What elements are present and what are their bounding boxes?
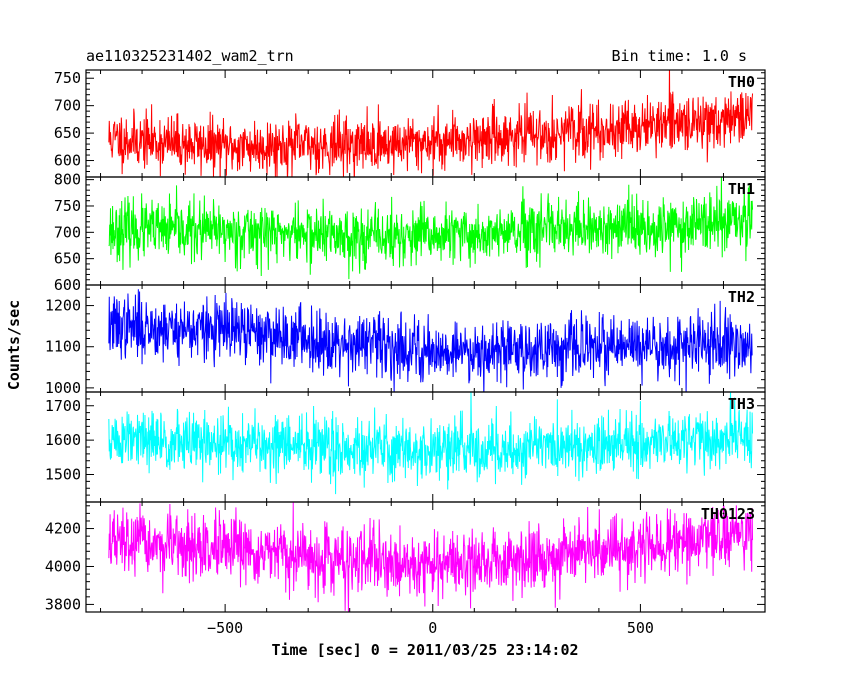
panel-label-th1: TH1 [728, 180, 755, 198]
x-tick-label: 500 [627, 619, 654, 637]
series-line-th2 [108, 289, 753, 392]
panel-th3: 1500 1600 1700 TH3 [45, 391, 766, 503]
y-tick-label: 600 [54, 276, 81, 294]
x-axis-label: Time [sec] 0 = 2011/03/25 23:14:02 [271, 641, 578, 659]
y-tick-label: 750 [54, 197, 81, 215]
y-tick-label: 700 [54, 97, 81, 115]
panel-label-th3: TH3 [728, 395, 755, 413]
x-tick-label: 0 [428, 619, 437, 637]
y-tick-label: 750 [54, 69, 81, 87]
panel-th0123: 3800 4000 4200 TH0123 [45, 501, 766, 613]
y-tick-label: 600 [54, 152, 81, 170]
panel-th1: 600 650 700 750 800 TH1 [54, 171, 766, 294]
y-tick-label: 700 [54, 223, 81, 241]
panel-label-th0123: TH0123 [701, 505, 755, 523]
y-tick-label: 1000 [45, 379, 81, 397]
bin-time-label: Bin time: 1.0 s [612, 47, 747, 65]
y-tick-label: 1700 [45, 397, 81, 415]
y-tick-label: 4000 [45, 557, 81, 575]
series-line-th0 [108, 70, 754, 177]
panel-th0: 600 650 700 750 TH0 [54, 69, 766, 178]
y-tick-label: 1500 [45, 466, 81, 484]
panels-group: 600 650 700 750 TH0 600 650 700 750 800 TH1 1000 110… [45, 69, 766, 637]
y-axis-label: Counts/sec [5, 300, 23, 390]
y-tick-label: 1200 [45, 297, 81, 315]
y-tick-label: 800 [54, 171, 81, 189]
panel-label-th2: TH2 [728, 288, 755, 306]
series-line-th0123 [108, 502, 754, 612]
y-tick-label: 650 [54, 124, 81, 142]
x-tick-label: −500 [207, 619, 243, 637]
y-tick-label: 4200 [45, 520, 81, 538]
panel-frame [85, 501, 766, 613]
y-tick-label: 1100 [45, 338, 81, 356]
y-tick-label: 1600 [45, 431, 81, 449]
y-tick-label: 3800 [45, 595, 81, 613]
series-line-th1 [108, 177, 754, 280]
plot-title: ae110325231402_wam2_trn [86, 47, 294, 65]
series-line-th3 [108, 392, 754, 495]
panel-label-th0: TH0 [728, 73, 755, 91]
panel-th2: 1000 1100 1200 TH2 [45, 284, 766, 397]
y-tick-label: 650 [54, 250, 81, 268]
